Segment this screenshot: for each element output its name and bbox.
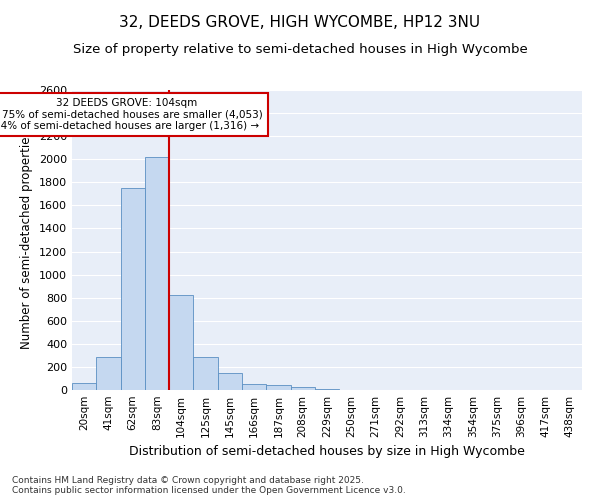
Bar	[193, 357, 218, 390]
Bar	[266, 386, 290, 390]
X-axis label: Distribution of semi-detached houses by size in High Wycombe: Distribution of semi-detached houses by …	[129, 446, 525, 458]
Text: Contains HM Land Registry data © Crown copyright and database right 2025.
Contai: Contains HM Land Registry data © Crown c…	[12, 476, 406, 495]
Bar	[290, 387, 315, 390]
Bar	[96, 356, 121, 390]
Y-axis label: Number of semi-detached properties: Number of semi-detached properties	[20, 130, 34, 350]
Bar	[121, 188, 145, 390]
Text: 32 DEEDS GROVE: 104sqm
← 75% of semi-detached houses are smaller (4,053)
24% of : 32 DEEDS GROVE: 104sqm ← 75% of semi-det…	[0, 98, 263, 132]
Text: Size of property relative to semi-detached houses in High Wycombe: Size of property relative to semi-detach…	[73, 42, 527, 56]
Bar	[72, 383, 96, 390]
Bar	[242, 384, 266, 390]
Bar	[169, 296, 193, 390]
Text: 32, DEEDS GROVE, HIGH WYCOMBE, HP12 3NU: 32, DEEDS GROVE, HIGH WYCOMBE, HP12 3NU	[119, 15, 481, 30]
Bar	[218, 372, 242, 390]
Bar	[145, 157, 169, 390]
